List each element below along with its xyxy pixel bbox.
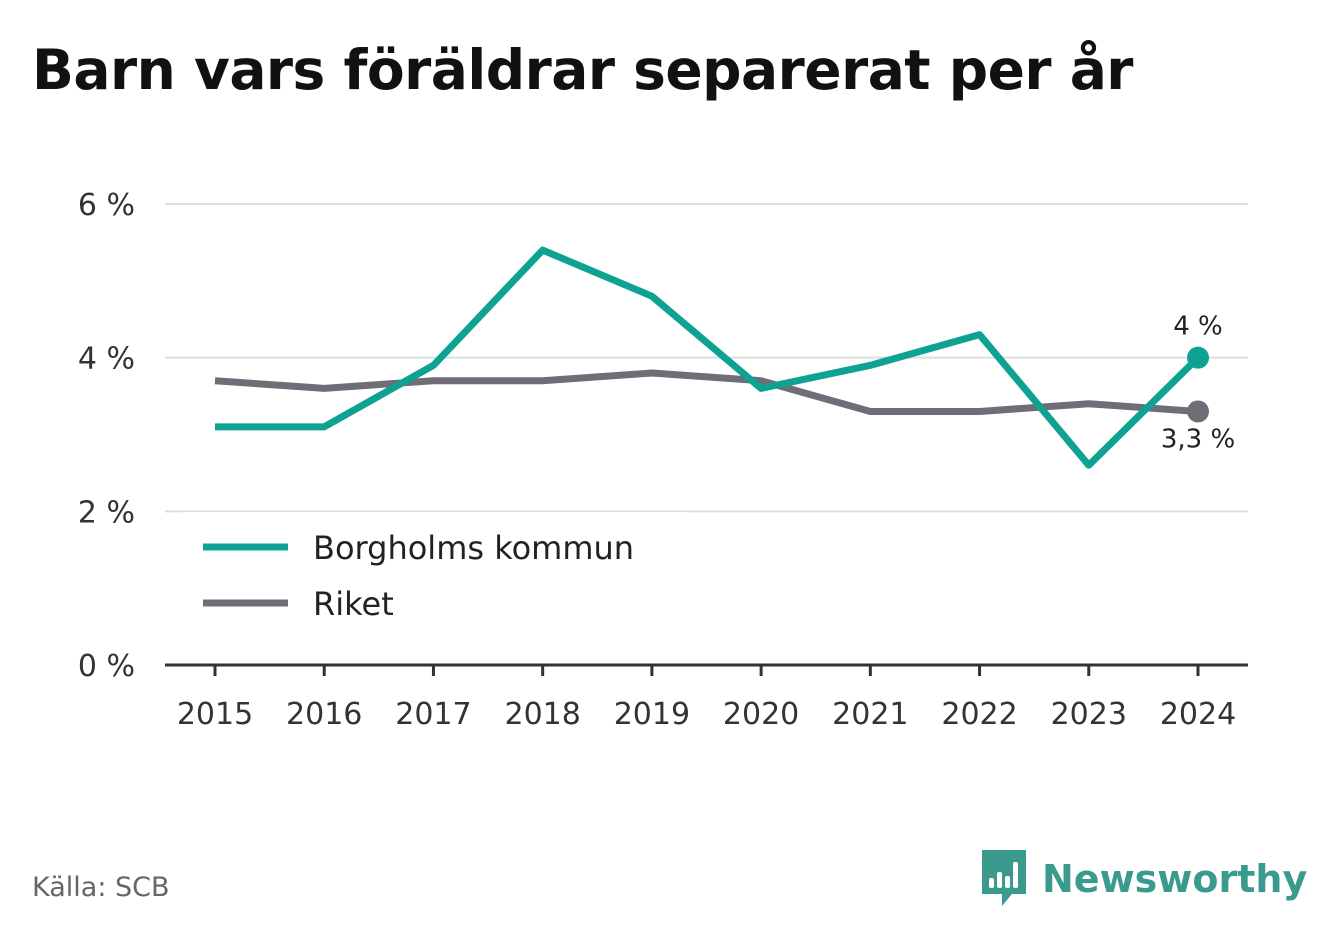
x-tick-label: 2016	[286, 697, 362, 732]
x-axis: 2015 2016 2017 2018 2019 2020 2021 2022 2023 2024	[165, 663, 1248, 732]
y-tick-label: 4 %	[78, 342, 135, 377]
legend-label-0: Borgholms kommun	[313, 529, 634, 567]
y-axis-ticks: 0 % 2 % 4 % 6 %	[78, 188, 135, 684]
gridlines	[165, 203, 1248, 513]
legend-label-1: Riket	[313, 585, 394, 623]
chart-title: Barn vars föräldrar separerat per år	[32, 38, 1133, 102]
series-line-1	[214, 369, 1199, 415]
newsworthy-logo-icon	[982, 850, 1026, 906]
series-line-0	[215, 246, 1201, 469]
x-tick-label: 2023	[1051, 697, 1127, 732]
brand-name: Newsworthy	[1042, 857, 1308, 901]
series-lines	[214, 246, 1209, 469]
x-tick-label: 2017	[395, 697, 471, 732]
x-tick-label: 2015	[177, 697, 253, 732]
x-tick-label: 2021	[832, 697, 908, 732]
y-tick-label: 2 %	[78, 495, 135, 530]
y-tick-label: 6 %	[78, 188, 135, 223]
source-note: Källa: SCB	[32, 872, 170, 903]
x-tick-label: 2018	[504, 697, 580, 732]
legend: Borgholms kommun Riket	[182, 512, 687, 630]
x-tick-label: 2022	[941, 697, 1017, 732]
legend-background	[182, 512, 687, 630]
x-tick-label: 2019	[614, 697, 690, 732]
end-value-label-1: 3,3 %	[1161, 424, 1235, 454]
end-point-0	[1187, 346, 1209, 369]
end-point-1	[1187, 400, 1209, 423]
x-tick-label: 2020	[723, 697, 799, 732]
end-labels: 4 % 3,3 %	[1161, 312, 1235, 455]
x-tick-label: 2024	[1160, 697, 1236, 732]
y-tick-label: 0 %	[78, 649, 135, 684]
end-value-label-0: 4 %	[1173, 312, 1223, 342]
brand-logo[interactable]: Newsworthy	[980, 848, 1307, 910]
